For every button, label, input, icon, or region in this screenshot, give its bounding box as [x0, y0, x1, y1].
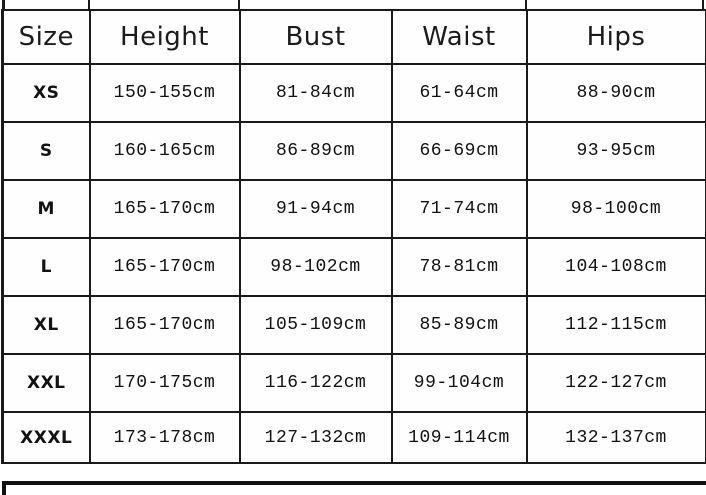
size-label: S	[1, 121, 91, 181]
bust-cell: 127-132cm	[238, 411, 393, 464]
table-row-l: L 165-170cm 98-102cm 78-81cm 104-108cm	[1, 237, 706, 297]
hips-cell: 112-115cm	[525, 295, 706, 355]
height-cell: 165-170cm	[88, 295, 241, 355]
table-row-xxxl: XXXL 173-178cm 127-132cm 109-114cm 132-1…	[1, 411, 706, 464]
table-row-m: M 165-170cm 91-94cm 71-74cm 98-100cm	[1, 179, 706, 239]
top-divider-stub-2	[238, 0, 240, 9]
height-cell: 150-155cm	[88, 63, 241, 123]
top-divider-stub-3	[525, 0, 527, 9]
bust-cell: 98-102cm	[238, 237, 393, 297]
table-row-xs: XS 150-155cm 81-84cm 61-64cm 88-90cm	[1, 63, 706, 123]
hips-cell: 93-95cm	[525, 121, 706, 181]
column-header-bust: Bust	[238, 9, 393, 65]
top-left-border-stub	[2, 0, 5, 9]
table-row-s: S 160-165cm 86-89cm 66-69cm 93-95cm	[1, 121, 706, 181]
size-label: XL	[1, 295, 91, 355]
bust-cell: 91-94cm	[238, 179, 393, 239]
column-header-hips: Hips	[525, 9, 706, 65]
table-row-xl: XL 165-170cm 105-109cm 85-89cm 112-115cm	[1, 295, 706, 355]
size-chart-table: Size Height Bust Waist Hips XS 150-155cm…	[1, 9, 706, 464]
size-label: XXL	[1, 353, 91, 413]
size-label: XS	[1, 63, 91, 123]
thick-bottom-rule	[2, 481, 706, 485]
size-label: XXXL	[1, 411, 91, 464]
waist-cell: 71-74cm	[390, 179, 528, 239]
height-cell: 160-165cm	[88, 121, 241, 181]
bust-cell: 81-84cm	[238, 63, 393, 123]
bust-cell: 105-109cm	[238, 295, 393, 355]
header-row: Size Height Bust Waist Hips	[1, 9, 706, 65]
size-label: L	[1, 237, 91, 297]
top-divider-stub-1	[88, 0, 90, 9]
hips-cell: 104-108cm	[525, 237, 706, 297]
waist-cell: 78-81cm	[390, 237, 528, 297]
height-cell: 165-170cm	[88, 179, 241, 239]
hips-cell: 122-127cm	[525, 353, 706, 413]
waist-cell: 61-64cm	[390, 63, 528, 123]
size-label: M	[1, 179, 91, 239]
column-header-size: Size	[1, 9, 91, 65]
bust-cell: 116-122cm	[238, 353, 393, 413]
table-row-xxl: XXL 170-175cm 116-122cm 99-104cm 122-127…	[1, 353, 706, 413]
hips-cell: 132-137cm	[525, 411, 706, 464]
waist-cell: 99-104cm	[390, 353, 528, 413]
waist-cell: 109-114cm	[390, 411, 528, 464]
height-cell: 173-178cm	[88, 411, 241, 464]
height-cell: 170-175cm	[88, 353, 241, 413]
bottom-left-border-stub	[2, 481, 6, 495]
waist-cell: 85-89cm	[390, 295, 528, 355]
column-header-height: Height	[88, 9, 241, 65]
hips-cell: 88-90cm	[525, 63, 706, 123]
top-right-border-stub	[702, 0, 704, 9]
column-header-waist: Waist	[390, 9, 528, 65]
waist-cell: 66-69cm	[390, 121, 528, 181]
height-cell: 165-170cm	[88, 237, 241, 297]
hips-cell: 98-100cm	[525, 179, 706, 239]
bust-cell: 86-89cm	[238, 121, 393, 181]
